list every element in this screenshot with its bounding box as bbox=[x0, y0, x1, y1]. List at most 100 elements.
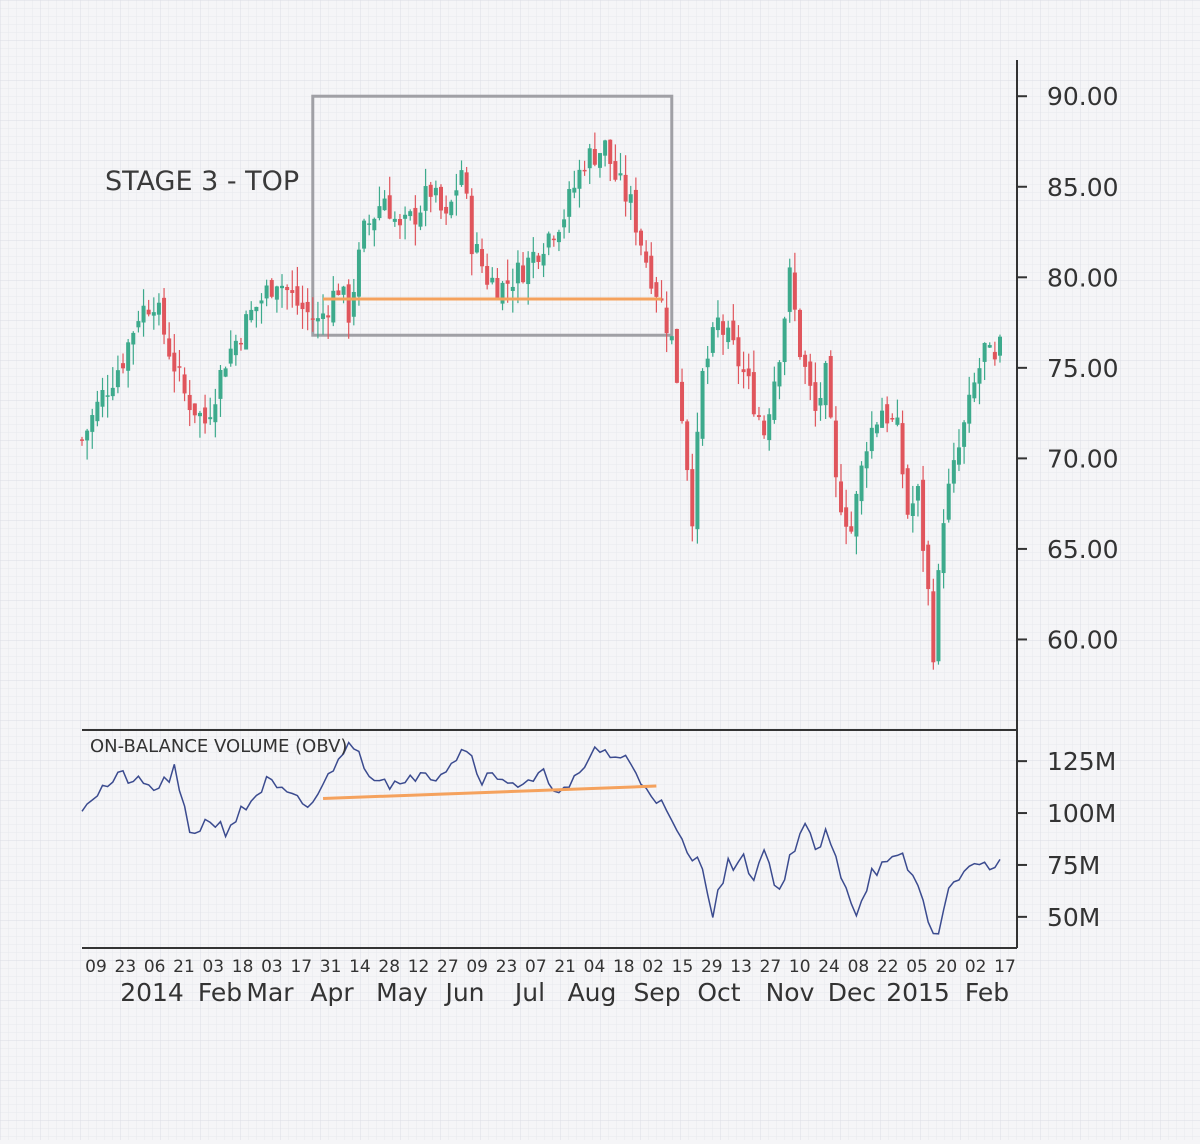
candlestick bbox=[639, 228, 644, 256]
x-month-label: Nov bbox=[766, 978, 815, 1007]
candle-body bbox=[900, 423, 905, 475]
candlestick bbox=[700, 368, 705, 446]
candlestick bbox=[726, 320, 731, 349]
candle-body bbox=[213, 404, 218, 423]
candlestick bbox=[818, 382, 823, 421]
price-panel bbox=[80, 94, 1002, 670]
x-day-label: 17 bbox=[290, 957, 312, 977]
candlestick bbox=[803, 350, 808, 385]
candlestick bbox=[454, 173, 459, 216]
candle-body bbox=[690, 469, 695, 527]
x-day-label: 22 bbox=[877, 957, 899, 977]
x-day-label: 17 bbox=[994, 957, 1016, 977]
candlestick bbox=[910, 485, 915, 533]
candle-body bbox=[931, 591, 936, 663]
candlestick bbox=[885, 396, 890, 433]
candle-body bbox=[218, 369, 223, 399]
candle-body bbox=[510, 286, 515, 291]
candlestick bbox=[280, 274, 285, 308]
candlestick bbox=[644, 240, 649, 268]
candlestick bbox=[269, 278, 274, 299]
candle-body bbox=[592, 148, 597, 165]
candlestick bbox=[254, 306, 259, 328]
x-day-label: 21 bbox=[554, 957, 576, 977]
candlestick bbox=[905, 464, 910, 519]
candlestick bbox=[428, 181, 433, 213]
candlestick bbox=[792, 252, 797, 322]
candle-body bbox=[813, 382, 818, 411]
candlestick bbox=[480, 238, 485, 274]
candlestick bbox=[633, 177, 638, 246]
candlestick bbox=[972, 372, 977, 403]
candlestick bbox=[823, 360, 828, 420]
candle-body bbox=[767, 414, 772, 441]
candle-body bbox=[951, 460, 956, 484]
candle-body bbox=[885, 404, 890, 424]
candle-body bbox=[515, 262, 520, 284]
candle-body bbox=[895, 417, 900, 425]
candlestick bbox=[849, 511, 854, 534]
candlestick bbox=[423, 168, 428, 227]
candlestick bbox=[664, 291, 669, 353]
candlestick bbox=[741, 351, 746, 389]
candlestick bbox=[495, 268, 500, 298]
candlestick bbox=[244, 310, 249, 350]
candle-body bbox=[905, 468, 910, 515]
candle-body bbox=[80, 439, 84, 441]
candlestick bbox=[854, 490, 859, 555]
candle-body bbox=[987, 345, 992, 348]
candle-body bbox=[203, 407, 208, 424]
candle-body bbox=[264, 285, 269, 299]
candle-body bbox=[192, 403, 197, 416]
candlestick bbox=[264, 279, 269, 307]
obv-y-tick-label: 125M bbox=[1047, 747, 1116, 776]
x-day-label: 15 bbox=[672, 957, 694, 977]
candle-body bbox=[787, 267, 792, 312]
candlestick bbox=[869, 411, 874, 459]
x-month-label: Sep bbox=[633, 978, 680, 1007]
candle-body bbox=[700, 370, 705, 439]
candlestick bbox=[915, 483, 920, 517]
candle-body bbox=[495, 277, 500, 298]
candle-body bbox=[474, 244, 479, 253]
x-month-label: Feb bbox=[198, 978, 242, 1007]
x-month-label: Dec bbox=[828, 978, 876, 1007]
x-day-label: 20 bbox=[936, 957, 958, 977]
candlestick bbox=[690, 453, 695, 542]
x-day-label: 04 bbox=[584, 957, 606, 977]
candle-body bbox=[639, 230, 644, 246]
price-y-tick-label: 65.00 bbox=[1047, 535, 1119, 564]
candlestick bbox=[336, 283, 341, 296]
candle-body bbox=[162, 297, 167, 335]
candle-body bbox=[336, 290, 341, 296]
candlestick bbox=[121, 353, 126, 374]
candlestick bbox=[126, 338, 131, 388]
candle-body bbox=[315, 318, 320, 322]
x-day-label: 12 bbox=[408, 957, 430, 977]
candlestick bbox=[356, 242, 361, 306]
candle-body bbox=[156, 302, 161, 315]
candlestick bbox=[85, 428, 90, 460]
candle-body bbox=[977, 368, 982, 384]
candle-body bbox=[151, 312, 156, 316]
candlestick bbox=[526, 251, 531, 305]
candle-body bbox=[115, 370, 120, 388]
candlestick bbox=[110, 367, 115, 401]
candlestick bbox=[562, 209, 567, 239]
candlestick bbox=[808, 353, 813, 401]
x-day-label: 03 bbox=[261, 957, 283, 977]
candlestick bbox=[956, 429, 961, 472]
candlestick bbox=[233, 334, 238, 366]
candle-body bbox=[808, 361, 813, 386]
candle-body bbox=[285, 286, 290, 291]
candlestick bbox=[433, 180, 438, 203]
candle-body bbox=[397, 219, 402, 226]
candle-body bbox=[356, 249, 361, 297]
candle-body bbox=[998, 336, 1002, 356]
candlestick bbox=[797, 308, 802, 360]
candlestick bbox=[541, 243, 546, 278]
candlestick bbox=[115, 355, 120, 394]
candle-body bbox=[428, 184, 433, 197]
candle-body bbox=[295, 286, 300, 306]
